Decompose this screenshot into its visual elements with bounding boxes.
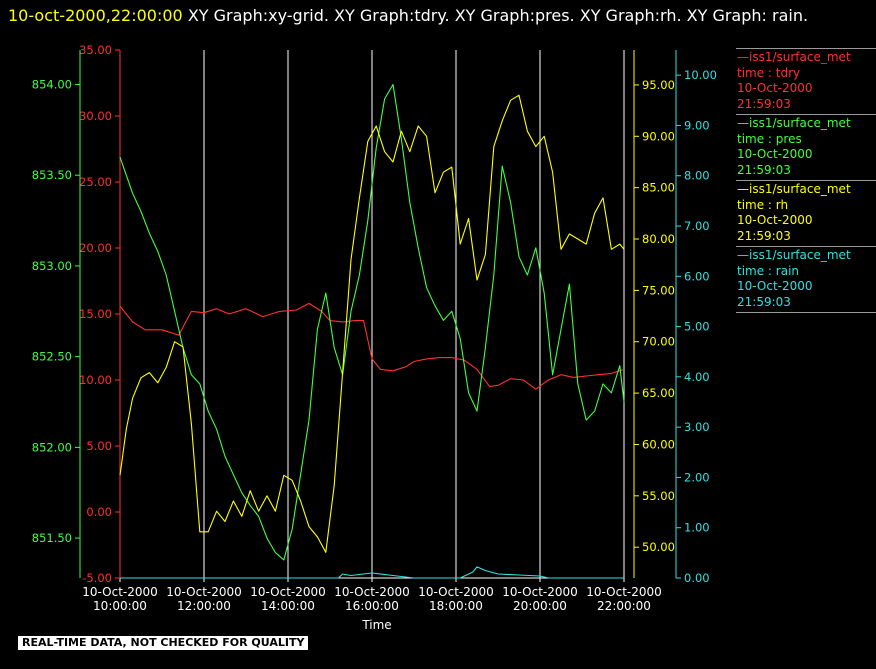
- x-tick-label-time: 18:00:00: [429, 599, 483, 613]
- x-tick-label-date: 10-Oct-2000: [250, 585, 326, 599]
- legend-item-rh: —iss1/surface_met time : rh 10-Oct-2000 …: [736, 181, 876, 247]
- rain-axis-tick-label: 9.00: [684, 118, 710, 132]
- pres-axis-tick-label: 853.50: [32, 168, 72, 182]
- pres-axis-tick-label: 851.50: [32, 531, 72, 545]
- pres-axis-tick-label: 852.00: [32, 440, 72, 454]
- rh-axis-tick-label: 90.00: [642, 129, 675, 143]
- x-axis-title: Time: [361, 618, 391, 632]
- legend-time: 21:59:03: [737, 294, 791, 309]
- legend: —iss1/surface_met time : tdry 10-Oct-200…: [736, 48, 876, 313]
- legend-variable: time : rain: [737, 263, 800, 278]
- x-tick-label-time: 12:00:00: [177, 599, 231, 613]
- tdry-axis-tick-label: -5.00: [82, 571, 112, 585]
- rain-axis-tick-label: 4.00: [684, 370, 710, 384]
- axes-layer: 10-Oct-200010:00:0010-Oct-200012:00:0010…: [32, 43, 717, 613]
- rh-axis-tick-label: 75.00: [642, 283, 675, 297]
- pres-axis-tick-label: 854.00: [32, 77, 72, 91]
- rain-axis-tick-label: 8.00: [684, 169, 710, 183]
- quality-disclaimer: REAL-TIME DATA, NOT CHECKED FOR QUALITY: [18, 636, 309, 650]
- legend-dataset: —iss1/surface_met: [737, 182, 851, 196]
- rain-axis-tick-label: 10.00: [684, 68, 717, 82]
- legend-item-rain: —iss1/surface_met time : rain 10-Oct-200…: [736, 247, 876, 313]
- legend-date: 10-Oct-2000: [737, 279, 813, 293]
- x-tick-label-time: 20:00:00: [513, 599, 567, 613]
- rh-axis-tick-label: 70.00: [642, 335, 675, 349]
- rain-axis-tick-label: 2.00: [684, 470, 710, 484]
- legend-date: 10-Oct-2000: [737, 213, 813, 227]
- legend-variable: time : rh: [737, 197, 789, 212]
- rh-axis-tick-label: 95.00: [642, 78, 675, 92]
- rain-axis-tick-label: 3.00: [684, 420, 710, 434]
- rain-axis-tick-label: 5.00: [684, 320, 710, 334]
- legend-dataset: —iss1/surface_met: [737, 248, 851, 262]
- rh-axis-tick-label: 65.00: [642, 386, 675, 400]
- legend-dataset: —iss1/surface_met: [737, 116, 851, 130]
- series-line-tdry: [119, 302, 625, 390]
- legend-dataset: —iss1/surface_met: [737, 50, 851, 64]
- tdry-axis-tick-label: 10.00: [79, 373, 112, 387]
- rain-axis-tick-label: 6.00: [684, 269, 710, 283]
- rain-axis-tick-label: 0.00: [684, 571, 710, 585]
- rh-axis-tick-label: 60.00: [642, 437, 675, 451]
- legend-time: 21:59:03: [737, 228, 791, 243]
- tdry-axis-tick-label: 5.00: [86, 439, 112, 453]
- x-tick-label-date: 10-Oct-2000: [334, 585, 410, 599]
- header-graph-list: XY Graph:xy-grid. XY Graph:tdry. XY Grap…: [182, 6, 809, 25]
- rh-axis-tick-label: 55.00: [642, 489, 675, 503]
- tdry-axis-tick-label: 20.00: [79, 241, 112, 255]
- x-tick-label-time: 14:00:00: [261, 599, 315, 613]
- series-line-rain: [120, 566, 624, 579]
- x-tick-label-date: 10-Oct-2000: [418, 585, 494, 599]
- series-line-rh: [119, 94, 625, 553]
- x-tick-label-time: 22:00:00: [597, 599, 651, 613]
- pres-axis-tick-label: 853.00: [32, 259, 72, 273]
- legend-time: 21:59:03: [737, 162, 791, 177]
- x-tick-label-time: 10:00:00: [93, 599, 147, 613]
- series-line-pres: [119, 83, 625, 561]
- x-tick-label-date: 10-Oct-2000: [166, 585, 242, 599]
- grid-layer: [203, 50, 625, 578]
- legend-variable: time : pres: [737, 131, 802, 146]
- x-tick-label-date: 10-Oct-2000: [586, 585, 662, 599]
- pres-axis-tick-label: 852.50: [32, 350, 72, 364]
- legend-variable: time : tdry: [737, 65, 801, 80]
- tdry-axis-tick-label: 0.00: [86, 505, 112, 519]
- legend-date: 10-Oct-2000: [737, 147, 813, 161]
- rh-axis-tick-label: 50.00: [642, 540, 675, 554]
- tdry-axis-tick-label: 35.00: [79, 43, 112, 57]
- rh-axis-tick-label: 85.00: [642, 181, 675, 195]
- x-tick-label-date: 10-Oct-2000: [502, 585, 578, 599]
- legend-item-pres: —iss1/surface_met time : pres 10-Oct-200…: [736, 115, 876, 181]
- rain-axis-tick-label: 1.00: [684, 521, 710, 535]
- x-tick-label-date: 10-Oct-2000: [82, 585, 158, 599]
- tdry-axis-tick-label: 15.00: [79, 307, 112, 321]
- rain-axis-tick-label: 7.00: [684, 219, 710, 233]
- tdry-axis-tick-label: 30.00: [79, 109, 112, 123]
- legend-date: 10-Oct-2000: [737, 81, 813, 95]
- legend-item-tdry: —iss1/surface_met time : tdry 10-Oct-200…: [736, 48, 876, 115]
- x-tick-label-time: 16:00:00: [345, 599, 399, 613]
- rh-axis-tick-label: 80.00: [642, 232, 675, 246]
- series-layer: [119, 83, 625, 579]
- chart-header: 10-oct-2000,22:00:00 XY Graph:xy-grid. X…: [8, 3, 868, 29]
- header-timestamp: 10-oct-2000,22:00:00: [8, 6, 183, 25]
- tdry-axis-tick-label: 25.00: [79, 175, 112, 189]
- legend-time: 21:59:03: [737, 96, 791, 111]
